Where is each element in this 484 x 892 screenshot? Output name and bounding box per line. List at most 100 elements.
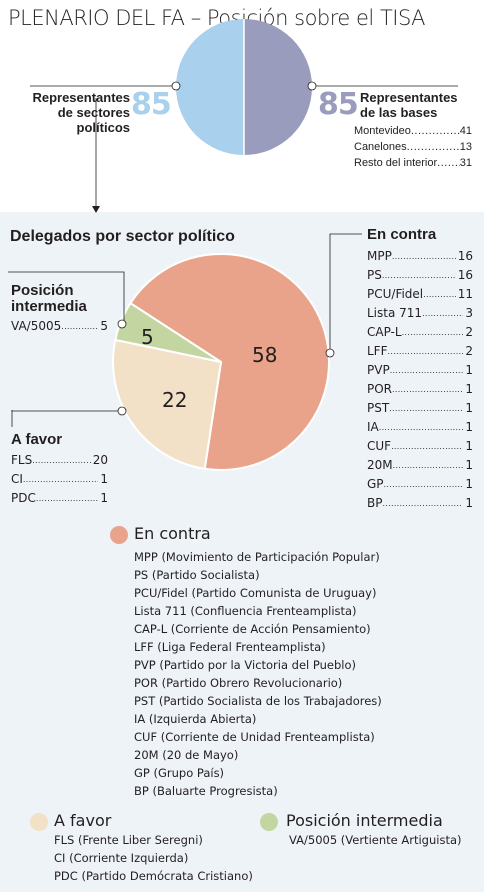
dot-leader bbox=[32, 451, 91, 470]
dot-leader bbox=[388, 342, 464, 361]
legend-en-contra-title: En contra bbox=[134, 524, 211, 543]
en-contra-row: PST 1 bbox=[367, 399, 473, 418]
intermedia-row-value: 5 bbox=[100, 319, 108, 333]
dot-leader bbox=[36, 489, 99, 508]
bases-value: 85 bbox=[318, 87, 359, 122]
en-contra-row: BP 1 bbox=[367, 494, 473, 513]
dot-leader bbox=[437, 155, 460, 171]
dot-leader bbox=[411, 123, 460, 139]
en-contra-row-label: IA bbox=[367, 420, 379, 434]
sectores-label: Representantes de sectores políticos bbox=[32, 90, 130, 135]
dot-leader bbox=[382, 494, 463, 513]
en-contra-row-value: 16 bbox=[457, 249, 473, 263]
dot-leader bbox=[402, 323, 464, 342]
en-contra-leader-line bbox=[329, 233, 362, 352]
en-contra-row-label: CUF bbox=[367, 439, 392, 453]
sectores-half bbox=[176, 19, 244, 155]
en-contra-row-label: 20M bbox=[367, 458, 393, 472]
bases-breakdown-row-label: Resto del interior bbox=[354, 157, 438, 169]
pie-slices bbox=[112, 253, 330, 471]
legend-a-favor-item: PDC (Partido Demócrata Cristiano) bbox=[54, 869, 253, 883]
legend-a-favor-item: FLS (Frente Liber Seregni) bbox=[54, 833, 203, 847]
down-arrow-head bbox=[92, 206, 100, 213]
en-contra-row-label: CAP-L bbox=[367, 325, 402, 339]
legend-en-contra-item: Lista 711 (Confluencia Frenteamplista) bbox=[134, 604, 357, 618]
en-contra-row: LFF 2 bbox=[367, 342, 473, 361]
en-contra-row-value: 1 bbox=[465, 477, 473, 491]
a-favor-row-label: CI bbox=[11, 472, 23, 486]
representatives-graphic bbox=[30, 19, 458, 213]
dot-leader bbox=[384, 475, 464, 494]
legend-en-contra-item: CUF (Corriente de Unidad Frenteamplista) bbox=[134, 730, 375, 744]
en-contra-row-value: 1 bbox=[465, 363, 473, 377]
en-contra-row-label: LFF bbox=[367, 344, 388, 358]
en-contra-row-value: 1 bbox=[465, 401, 473, 415]
legend-en-contra-item: GP (Grupo País) bbox=[134, 766, 225, 780]
en-contra-row: GP 1 bbox=[367, 475, 473, 494]
bases-breakdown-row-value: 31 bbox=[459, 157, 472, 169]
en-contra-row-value: 11 bbox=[457, 287, 473, 301]
en-contra-row: CAP-L 2 bbox=[367, 323, 473, 342]
en-contra-row-label: PVP bbox=[367, 363, 390, 377]
legend-intermedia-item: VA/5005 (Vertiente Artiguista) bbox=[289, 833, 462, 847]
en-contra-row-label: PS bbox=[367, 268, 382, 282]
a-favor-row: PDC 1 bbox=[11, 489, 108, 508]
en-contra-row-value: 1 bbox=[465, 458, 473, 472]
en-contra-row: IA 1 bbox=[367, 418, 473, 437]
dot-leader bbox=[389, 399, 463, 418]
dot-leader bbox=[392, 247, 456, 266]
chart-title: Delegados por sector político bbox=[10, 228, 235, 245]
a-favor-row-value: 1 bbox=[100, 472, 108, 486]
en-contra-row-label: Lista 711 bbox=[367, 306, 423, 320]
en-contra-marker bbox=[325, 348, 335, 358]
en-contra-row: PCU/Fidel 11 bbox=[367, 285, 473, 304]
bases-half bbox=[244, 19, 312, 155]
a-favor-row-value: 1 bbox=[100, 491, 108, 505]
legend-a-favor-list: FLS (Frente Liber Seregni) CI (Corriente … bbox=[54, 831, 253, 885]
right-marker bbox=[307, 81, 317, 91]
legend-en-contra-dot bbox=[110, 526, 128, 544]
legend-en-contra-item: PCU/Fidel (Partido Comunista de Uruguay) bbox=[134, 586, 377, 600]
dot-leader bbox=[391, 437, 463, 456]
en-contra-row: 20M 1 bbox=[367, 456, 473, 475]
legend-en-contra-item: LFF (Liga Federal Frenteamplista) bbox=[134, 640, 326, 654]
legend-en-contra-item: PST (Partido Socialista de los Trabajado… bbox=[134, 694, 382, 708]
legend-en-contra-item: CAP-L (Corriente de Acción Pensamiento) bbox=[134, 622, 371, 636]
dot-leader bbox=[23, 470, 98, 489]
en-contra-row-value: 1 bbox=[465, 439, 473, 453]
intermedia-group-title: Posición intermedia bbox=[11, 282, 87, 315]
bases-breakdown-row: Resto del interior 31 bbox=[354, 155, 472, 171]
bases-breakdown-row-value: 13 bbox=[459, 141, 472, 153]
en-contra-row: PS 16 bbox=[367, 266, 473, 285]
en-contra-row-label: POR bbox=[367, 382, 393, 396]
en-contra-row: CUF 1 bbox=[367, 437, 473, 456]
legend-en-contra-item: 20M (20 de Mayo) bbox=[134, 748, 239, 762]
en-contra-row-label: MPP bbox=[367, 249, 392, 263]
legend-en-contra-item: BP (Baluarte Progresista) bbox=[134, 784, 278, 798]
intermedia-leader-line bbox=[8, 271, 125, 324]
bases-breakdown-row: Canelones 13 bbox=[354, 139, 472, 155]
dot-leader bbox=[393, 456, 464, 475]
a-favor-marker bbox=[117, 406, 127, 416]
en-contra-row-value: 2 bbox=[465, 344, 473, 358]
en-contra-row: Lista 711 3 bbox=[367, 304, 473, 323]
a-favor-row: FLS 20 bbox=[11, 451, 108, 470]
dot-leader bbox=[379, 418, 464, 437]
legend-a-favor-item: CI (Corriente Izquierda) bbox=[54, 851, 189, 865]
intermedia-marker bbox=[117, 319, 127, 329]
intermedia-row: VA/5005 5 bbox=[11, 317, 108, 336]
a-favor-row-value: 20 bbox=[92, 453, 108, 467]
pie-label-a-favor: 22 bbox=[162, 388, 188, 412]
en-contra-row-value: 3 bbox=[465, 306, 473, 320]
sectores-value: 85 bbox=[131, 87, 172, 122]
intermedia-rows: VA/5005 5 bbox=[11, 317, 108, 336]
en-contra-row-value: 1 bbox=[465, 496, 473, 510]
a-favor-row: CI 1 bbox=[11, 470, 108, 489]
bases-breakdown-row-value: 41 bbox=[459, 125, 472, 137]
pie-slice-a-favor bbox=[112, 338, 223, 470]
en-contra-row-label: PST bbox=[367, 401, 390, 415]
legend-en-contra-item: POR (Partido Obrero Revolucionario) bbox=[134, 676, 343, 690]
pie-label-en-contra: 58 bbox=[252, 343, 278, 367]
pie-chart bbox=[8, 233, 362, 471]
bases-label: Representantes de las bases bbox=[360, 90, 458, 120]
